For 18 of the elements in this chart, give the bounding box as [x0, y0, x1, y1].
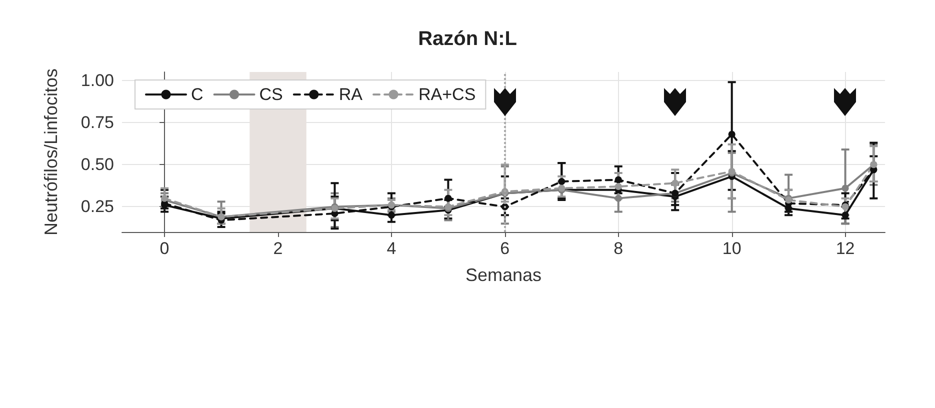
y-axis-title: Neutrófilos/Linfocitos	[41, 68, 61, 236]
x-tick-label: 6	[500, 239, 510, 258]
y-tick-label: 0.25	[80, 197, 114, 216]
legend-label: C	[191, 85, 204, 104]
x-tick-label: 10	[722, 239, 742, 258]
y-tick-label: 0.75	[80, 113, 114, 132]
x-tick-label: 12	[836, 239, 855, 258]
x-tick-label: 2	[273, 239, 283, 258]
y-tick-label: 1.00	[80, 70, 114, 90]
y-tick-label: 0.50	[80, 155, 114, 174]
chart-title: Razón N:L	[418, 28, 517, 50]
x-tick-label: 4	[386, 239, 396, 258]
legend-label: RA+CS	[418, 85, 476, 104]
x-tick-label: 0	[160, 239, 170, 258]
legend-label: CS	[259, 85, 283, 104]
x-tick-label: 8	[614, 239, 624, 258]
x-axis-title: Semanas	[465, 265, 542, 285]
legend-label: RA	[338, 85, 364, 104]
